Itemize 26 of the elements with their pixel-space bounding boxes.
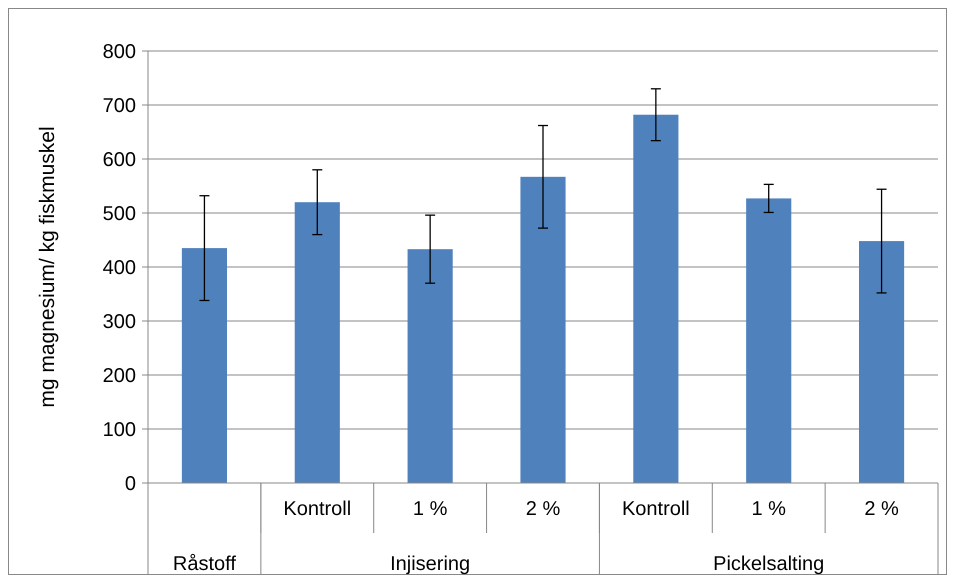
bar bbox=[746, 198, 792, 483]
y-tick-label: 700 bbox=[102, 95, 136, 117]
x-tick-label: Kontroll bbox=[622, 498, 690, 520]
y-tick-label: 300 bbox=[102, 311, 136, 333]
y-tick-label: 400 bbox=[102, 257, 136, 279]
x-tick-label: 1 % bbox=[412, 498, 448, 520]
text: Råstoff bbox=[172, 553, 236, 575]
y-tick-label: 600 bbox=[102, 149, 136, 171]
x-tick-label: Kontroll bbox=[283, 498, 352, 520]
x-tick-label: 2 % bbox=[864, 498, 900, 520]
bar bbox=[408, 249, 453, 483]
y-tick-label: 800 bbox=[102, 41, 136, 63]
bar bbox=[859, 241, 904, 483]
y-tick-label: 100 bbox=[102, 419, 136, 441]
y-tick-label: 0 bbox=[124, 473, 136, 495]
x-tick-label: 2 % bbox=[526, 498, 560, 520]
text: Injisering bbox=[390, 553, 470, 575]
text: Pickelsalting bbox=[713, 553, 824, 575]
bar bbox=[520, 176, 566, 483]
x-tick-label: 1 % bbox=[751, 498, 786, 520]
y-tick-label: 500 bbox=[102, 203, 136, 225]
bar bbox=[182, 248, 227, 483]
y-axis-title: mg magnesium/ kg fiskmuskel bbox=[36, 126, 59, 408]
bar bbox=[294, 202, 340, 483]
bar bbox=[633, 114, 678, 483]
y-tick-label: 200 bbox=[102, 365, 136, 387]
